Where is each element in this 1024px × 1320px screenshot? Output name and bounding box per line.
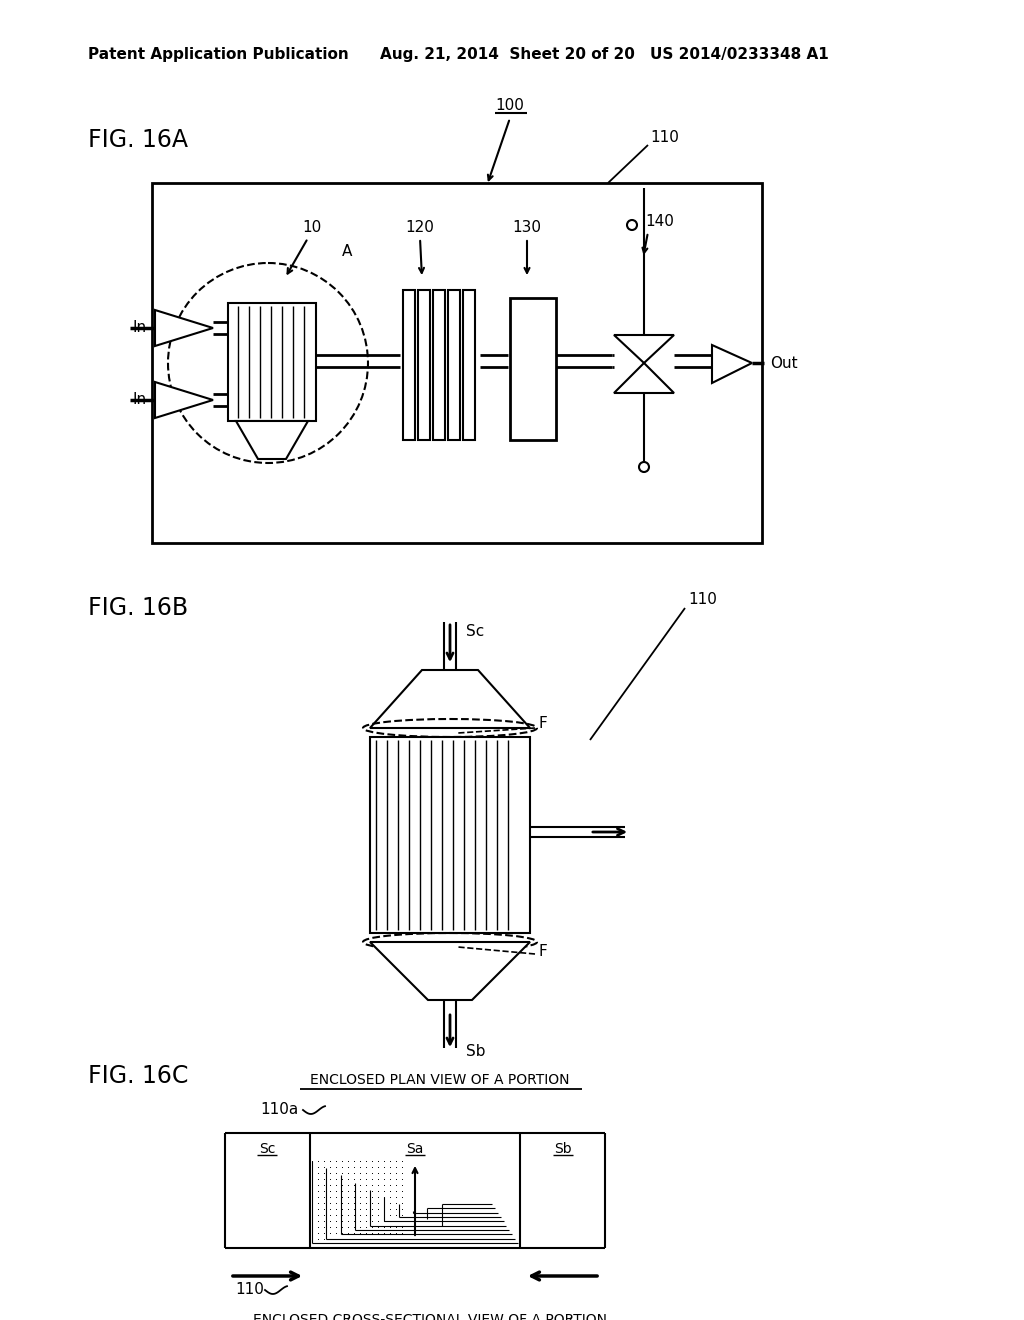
Bar <box>403 290 415 440</box>
Text: ENCLOSED CROSS-SECTIONAL VIEW OF A PORTION: ENCLOSED CROSS-SECTIONAL VIEW OF A PORTI… <box>253 1313 607 1320</box>
Text: 110: 110 <box>688 593 717 607</box>
Polygon shape <box>712 345 752 383</box>
Text: F: F <box>538 945 547 960</box>
Text: Sa: Sa <box>407 1142 424 1156</box>
Polygon shape <box>614 363 674 393</box>
Text: 140: 140 <box>645 214 674 230</box>
Text: Out: Out <box>770 355 798 371</box>
Polygon shape <box>370 942 530 1001</box>
Text: Aug. 21, 2014  Sheet 20 of 20: Aug. 21, 2014 Sheet 20 of 20 <box>380 48 635 62</box>
Polygon shape <box>614 335 674 363</box>
Text: 110: 110 <box>234 1283 264 1298</box>
Text: FIG. 16B: FIG. 16B <box>88 597 188 620</box>
Bar <box>152 183 762 543</box>
Polygon shape <box>155 310 213 346</box>
Text: 130: 130 <box>512 220 542 235</box>
Bar <box>418 290 430 440</box>
Text: Sb: Sb <box>466 1044 485 1060</box>
Text: 110a: 110a <box>260 1102 298 1118</box>
Polygon shape <box>370 671 530 729</box>
Text: A: A <box>342 244 352 260</box>
Text: 120: 120 <box>406 220 434 235</box>
Bar <box>433 290 445 440</box>
Bar <box>449 290 460 440</box>
Text: 10: 10 <box>302 220 322 235</box>
Text: ENCLOSED PLAN VIEW OF A PORTION: ENCLOSED PLAN VIEW OF A PORTION <box>310 1073 569 1086</box>
Text: Sc: Sc <box>466 624 484 639</box>
Bar <box>228 304 316 421</box>
Text: F: F <box>538 715 547 730</box>
Text: 110: 110 <box>650 131 679 145</box>
Text: FIG. 16A: FIG. 16A <box>88 128 188 152</box>
Bar <box>370 737 530 933</box>
Text: 100: 100 <box>496 98 524 112</box>
Text: In: In <box>133 321 147 335</box>
Polygon shape <box>155 381 213 418</box>
Bar <box>463 290 475 440</box>
Text: Sc: Sc <box>259 1142 275 1156</box>
Text: Patent Application Publication: Patent Application Publication <box>88 48 349 62</box>
Text: Sb: Sb <box>554 1142 571 1156</box>
Text: US 2014/0233348 A1: US 2014/0233348 A1 <box>650 48 828 62</box>
Text: In: In <box>133 392 147 408</box>
Bar <box>510 298 556 440</box>
Polygon shape <box>236 421 308 459</box>
Text: FIG. 16C: FIG. 16C <box>88 1064 188 1088</box>
